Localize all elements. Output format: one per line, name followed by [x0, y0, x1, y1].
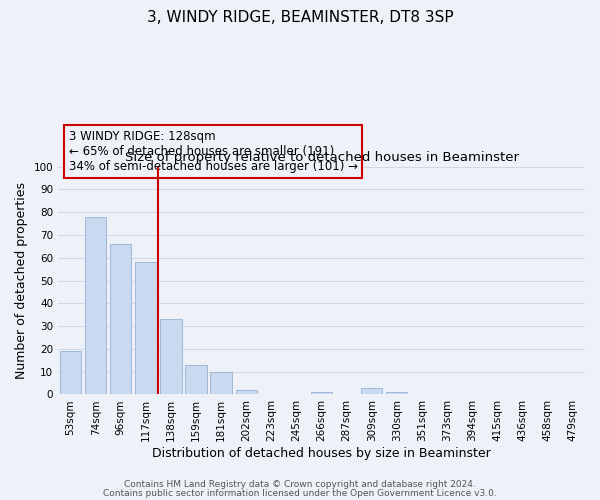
Bar [85, 216, 106, 394]
Bar [160, 320, 182, 394]
X-axis label: Distribution of detached houses by size in Beaminster: Distribution of detached houses by size … [152, 447, 491, 460]
Title: Size of property relative to detached houses in Beaminster: Size of property relative to detached ho… [125, 151, 518, 164]
Bar [361, 388, 382, 394]
Bar [386, 392, 407, 394]
Bar [311, 392, 332, 394]
Text: 3, WINDY RIDGE, BEAMINSTER, DT8 3SP: 3, WINDY RIDGE, BEAMINSTER, DT8 3SP [146, 10, 454, 25]
Bar [236, 390, 257, 394]
Text: 3 WINDY RIDGE: 128sqm
← 65% of detached houses are smaller (191)
34% of semi-det: 3 WINDY RIDGE: 128sqm ← 65% of detached … [68, 130, 358, 173]
Bar [135, 262, 157, 394]
Text: Contains HM Land Registry data © Crown copyright and database right 2024.: Contains HM Land Registry data © Crown c… [124, 480, 476, 489]
Y-axis label: Number of detached properties: Number of detached properties [15, 182, 28, 379]
Bar [185, 365, 207, 394]
Text: Contains public sector information licensed under the Open Government Licence v3: Contains public sector information licen… [103, 488, 497, 498]
Bar [60, 351, 81, 395]
Bar [110, 244, 131, 394]
Bar [211, 372, 232, 394]
